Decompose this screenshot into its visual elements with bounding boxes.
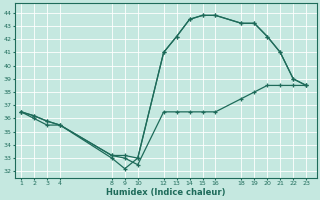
X-axis label: Humidex (Indice chaleur): Humidex (Indice chaleur)	[106, 188, 225, 197]
